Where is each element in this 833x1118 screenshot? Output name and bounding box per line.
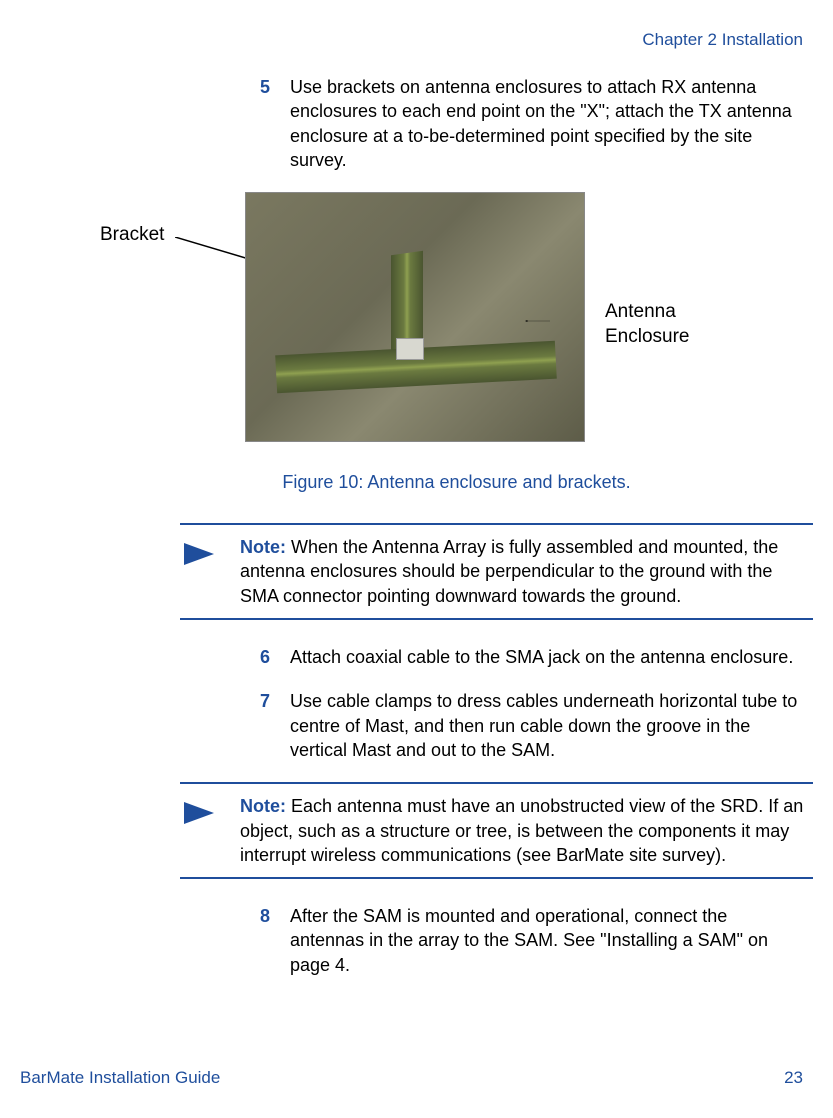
enclosure-callout-label: Antenna Enclosure — [605, 300, 690, 349]
enclosure-arrow-icon — [475, 320, 600, 322]
step-7: 7 Use cable clamps to dress cables under… — [260, 689, 803, 762]
content-area-3: 8 After the SAM is mounted and operation… — [20, 904, 813, 977]
page-footer: BarMate Installation Guide 23 — [20, 1068, 803, 1088]
step-number: 8 — [260, 904, 290, 977]
figure-10: Bracket Antenna Enclosure — [20, 192, 813, 462]
note-box-2: Note: Each antenna must have an unobstru… — [180, 782, 813, 879]
content-area-2: 6 Attach coaxial cable to the SMA jack o… — [20, 645, 813, 762]
note-text: Note: Each antenna must have an unobstru… — [240, 794, 808, 867]
page-header: Chapter 2 Installation — [20, 30, 813, 50]
step-8: 8 After the SAM is mounted and operation… — [260, 904, 803, 977]
footer-guide-title: BarMate Installation Guide — [20, 1068, 220, 1088]
chapter-label: Chapter 2 Installation — [642, 30, 803, 49]
content-area: 5 Use brackets on antenna enclosures to … — [20, 75, 813, 172]
step-5: 5 Use brackets on antenna enclosures to … — [260, 75, 803, 172]
enclosure-label-line2: Enclosure — [605, 326, 690, 347]
step-text: Attach coaxial cable to the SMA jack on … — [290, 645, 803, 669]
note-body: Each antenna must have an unobstructed v… — [240, 796, 803, 865]
antenna-shape — [276, 253, 556, 413]
step-text: Use cable clamps to dress cables underne… — [290, 689, 803, 762]
bracket-callout-label: Bracket — [100, 224, 164, 246]
step-text: After the SAM is mounted and operational… — [290, 904, 803, 977]
note-body: When the Antenna Array is fully assemble… — [240, 537, 778, 606]
note-arrow-icon — [180, 539, 220, 569]
footer-page-number: 23 — [784, 1068, 803, 1088]
note-text: Note: When the Antenna Array is fully as… — [240, 535, 808, 608]
figure-caption: Figure 10: Antenna enclosure and bracket… — [20, 472, 813, 493]
step-number: 7 — [260, 689, 290, 762]
note-box-1: Note: When the Antenna Array is fully as… — [180, 523, 813, 620]
note-label: Note: — [240, 537, 286, 557]
antenna-photo — [245, 192, 585, 442]
enclosure-label-line1: Antenna — [605, 301, 676, 322]
note-label: Note: — [240, 796, 286, 816]
step-number: 5 — [260, 75, 290, 172]
note-arrow-icon — [180, 798, 220, 828]
step-text: Use brackets on antenna enclosures to at… — [290, 75, 803, 172]
step-6: 6 Attach coaxial cable to the SMA jack o… — [260, 645, 803, 669]
step-number: 6 — [260, 645, 290, 669]
bracket-piece — [396, 338, 424, 360]
